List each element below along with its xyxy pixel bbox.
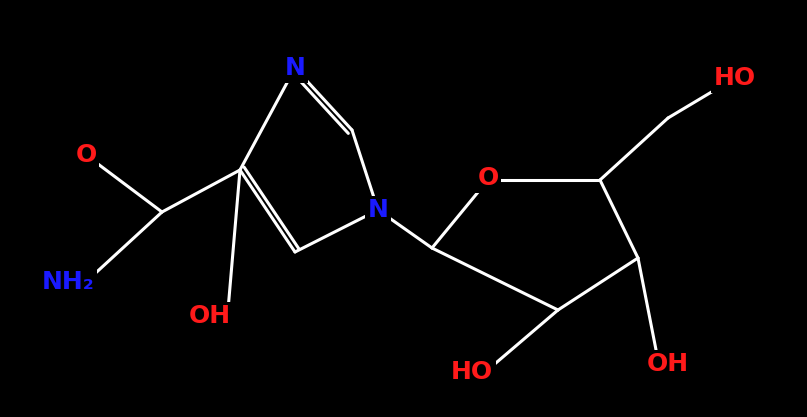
Text: OH: OH (189, 304, 231, 328)
Text: O: O (478, 166, 499, 190)
Text: HO: HO (714, 66, 756, 90)
Text: HO: HO (451, 360, 493, 384)
Text: NH₂: NH₂ (42, 270, 94, 294)
Text: OH: OH (647, 352, 689, 376)
Text: N: N (367, 198, 388, 222)
Text: N: N (285, 56, 305, 80)
Text: O: O (75, 143, 97, 167)
